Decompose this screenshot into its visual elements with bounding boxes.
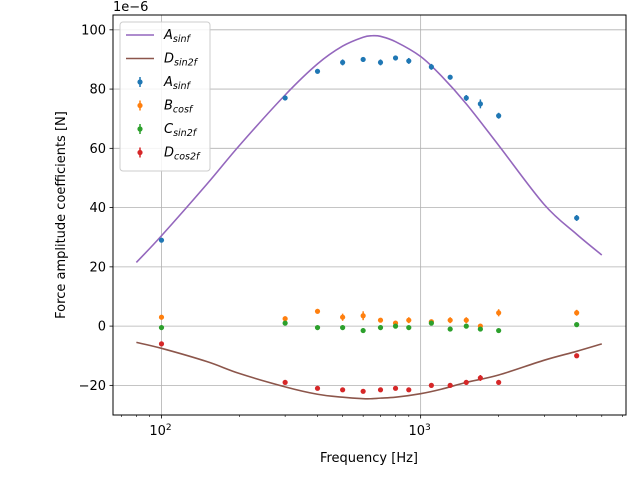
y-tick-label: −20 <box>79 379 106 394</box>
data-point <box>574 215 580 221</box>
legend-label: Dcos2f <box>164 146 201 163</box>
legend-entry: Bcosf <box>137 99 194 116</box>
legend-point-swatch <box>137 149 143 156</box>
data-point <box>340 387 346 393</box>
legend-label: Bcosf <box>164 99 194 116</box>
legend-entry: Asinf <box>137 75 192 92</box>
data-point <box>377 324 384 331</box>
legend: Asinf Dsin2f Asinf Bcosf Csin2f Dcos2f <box>119 21 211 172</box>
series-c-sin2f <box>158 320 580 334</box>
data-point <box>428 382 434 388</box>
data-point <box>158 314 165 320</box>
data-point <box>392 323 399 329</box>
data-point <box>314 385 321 391</box>
data-point <box>406 387 412 393</box>
plot-area <box>135 34 603 400</box>
fit-line-a-sinf <box>135 34 603 263</box>
y-tick-label: 60 <box>89 142 106 157</box>
data-point <box>158 237 165 243</box>
data-point <box>574 310 580 316</box>
y-axis: −20 0 20 40 60 80 100 <box>79 23 113 394</box>
y-multiplier: 1e−6 <box>113 0 148 15</box>
legend-point-swatch <box>137 126 143 132</box>
legend-entry: Dsin2f <box>126 52 199 69</box>
data-point <box>574 353 580 359</box>
data-point <box>314 308 321 314</box>
legend-label: Asinf <box>163 75 192 92</box>
data-point <box>463 379 469 386</box>
data-point <box>406 58 412 64</box>
legend-label: Dsin2f <box>164 52 199 69</box>
data-point <box>282 320 288 326</box>
data-point <box>282 95 288 101</box>
y-tick-label: 20 <box>89 260 106 275</box>
data-point <box>496 327 502 334</box>
legend-label: Asinf <box>163 28 192 45</box>
data-point <box>314 324 321 331</box>
data-point <box>447 317 453 323</box>
y-axis-label: Force amplitude coefficients [N] <box>54 111 69 319</box>
data-point <box>392 55 399 61</box>
legend-entry: Asinf <box>126 28 192 45</box>
y-tick-label: 80 <box>89 83 106 98</box>
fit-line-d-sin2f <box>136 341 603 400</box>
data-point <box>477 326 483 332</box>
y-tick-label: 100 <box>81 23 106 38</box>
x-tick-label: 102 <box>149 423 171 439</box>
data-point <box>377 317 384 323</box>
series-d-cos2f <box>158 341 580 394</box>
data-point <box>360 56 366 63</box>
data-point <box>377 59 384 66</box>
data-point <box>428 320 434 326</box>
y-tick-label: 40 <box>89 201 106 216</box>
data-point <box>406 317 412 323</box>
data-point <box>314 68 321 74</box>
data-point <box>282 379 288 386</box>
data-point <box>463 95 469 101</box>
data-point <box>463 317 469 323</box>
data-point <box>447 326 453 332</box>
data-point <box>447 382 453 388</box>
data-point <box>360 388 366 394</box>
x-axis: 102 103 <box>121 415 623 439</box>
data-point <box>463 323 469 329</box>
data-point <box>360 313 366 319</box>
data-point <box>377 387 384 393</box>
data-point <box>340 59 346 66</box>
legend-entry: Csin2f <box>137 122 198 139</box>
data-point <box>340 324 346 331</box>
data-point <box>158 324 165 331</box>
data-point <box>158 341 165 347</box>
legend-point-swatch <box>137 79 143 85</box>
data-point <box>477 101 483 107</box>
data-point <box>360 327 366 334</box>
series-b-cosf <box>158 308 580 329</box>
data-point <box>496 379 502 386</box>
axes-frame <box>112 14 627 416</box>
legend-entry: Dcos2f <box>137 146 201 163</box>
legend-point-swatch <box>137 102 143 109</box>
data-point <box>447 74 453 80</box>
data-point <box>392 385 399 391</box>
x-tick-label: 103 <box>409 423 431 439</box>
legend-label: Csin2f <box>164 122 198 139</box>
data-point <box>477 375 483 381</box>
data-point <box>428 64 434 70</box>
data-point <box>406 324 412 331</box>
x-axis-label: Frequency [Hz] <box>320 451 418 466</box>
data-point <box>340 314 346 320</box>
series-a-sinf <box>158 55 580 243</box>
data-point <box>496 113 502 119</box>
data-point <box>496 310 502 316</box>
y-tick-label: 0 <box>98 320 106 335</box>
data-point <box>574 322 580 328</box>
data-point <box>282 316 288 322</box>
